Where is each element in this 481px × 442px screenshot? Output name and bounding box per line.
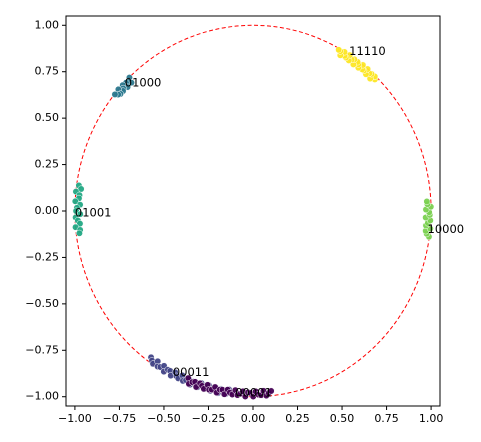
data-point-00001 [267, 387, 275, 395]
y-tick-label: −0.75 [25, 343, 59, 356]
data-point-01001 [71, 197, 79, 205]
cluster-label-00011: 00011 [173, 365, 210, 379]
y-tick-label: 0.75 [35, 65, 60, 78]
y-tick-label: 0.50 [35, 111, 60, 124]
cluster-label-11110: 11110 [349, 44, 386, 58]
data-point-11110 [335, 46, 343, 54]
x-tick-label: −0.50 [147, 412, 181, 425]
x-tick-label: 1.00 [419, 412, 444, 425]
y-tick-label: 0.00 [35, 204, 60, 217]
y-tick-label: −0.50 [25, 297, 59, 310]
data-point-01000 [111, 90, 119, 98]
x-tick-label: 0.25 [285, 412, 310, 425]
data-point-01001 [76, 210, 84, 218]
data-points-layer [71, 46, 435, 400]
x-tick-label: −0.75 [103, 412, 137, 425]
cluster-label-00001: 00001 [235, 386, 272, 400]
data-point-01001 [75, 229, 83, 237]
y-tick-label: 1.00 [35, 18, 60, 31]
x-axis: −1.00 −0.75 −0.50 −0.25 0.00 0.25 0.50 0.75 1.00 [58, 406, 443, 425]
y-tick-label: 0.25 [35, 158, 60, 171]
x-tick-label: 0.75 [374, 412, 399, 425]
cluster-label-10000: 10000 [428, 222, 465, 236]
plot-area [65, 15, 441, 407]
x-tick-label: −1.00 [58, 412, 92, 425]
x-tick-label: −0.25 [192, 412, 226, 425]
y-tick-label: −1.00 [25, 390, 59, 403]
cluster-label-01000: 01000 [125, 75, 162, 89]
y-tick-label: −0.25 [25, 250, 59, 263]
data-point-10000 [423, 198, 431, 205]
y-axis: 1.00 0.75 0.50 0.25 0.00 −0.25 −0.50 −0.75 −1.00 [25, 18, 66, 403]
cluster-label-01001: 01001 [75, 205, 112, 219]
x-tick-label: 0.00 [241, 412, 266, 425]
cluster-labels-layer: 11110 10000 01000 01001 00011 00001 [75, 44, 464, 400]
x-tick-label: 0.50 [330, 412, 355, 425]
